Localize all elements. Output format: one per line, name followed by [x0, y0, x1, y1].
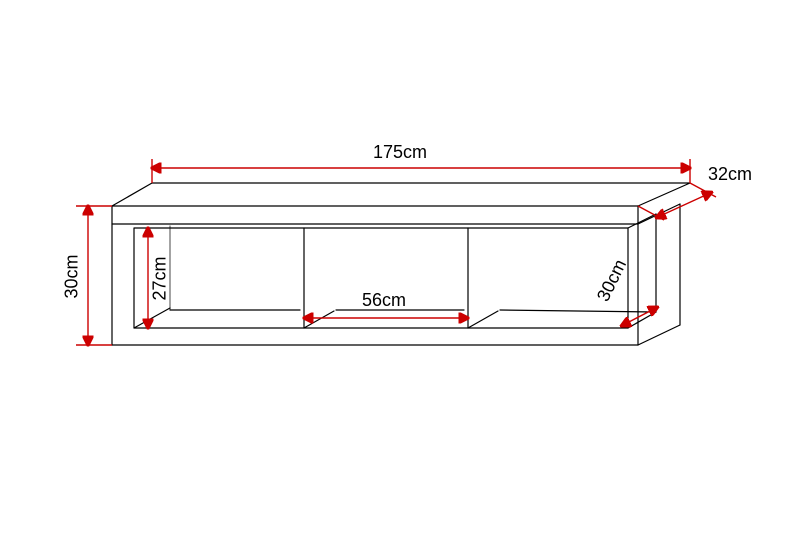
top-surface [112, 183, 690, 206]
shelf-outline [112, 183, 690, 345]
label-inner-width: 56cm [362, 290, 406, 311]
label-outer-height: 30cm [62, 254, 83, 298]
c3-top-diag-r [628, 214, 656, 228]
under-right-diag [638, 204, 680, 224]
label-total-width: 175cm [373, 142, 427, 163]
diagram-canvas: 175cm 32cm 30cm 27cm 56cm 30cm [0, 0, 800, 533]
label-inner-height: 27cm [150, 256, 171, 300]
dimension-lines [76, 159, 716, 345]
label-depth: 32cm [708, 164, 752, 185]
right-bottom-diag [638, 325, 680, 345]
c3-back-floor [500, 310, 656, 312]
c2-floor-diag-r [468, 311, 498, 328]
inner-opening [134, 228, 628, 328]
diagram-svg [0, 0, 800, 533]
top-plate-front-edge [112, 206, 638, 224]
c1-floor-diag [134, 308, 170, 328]
